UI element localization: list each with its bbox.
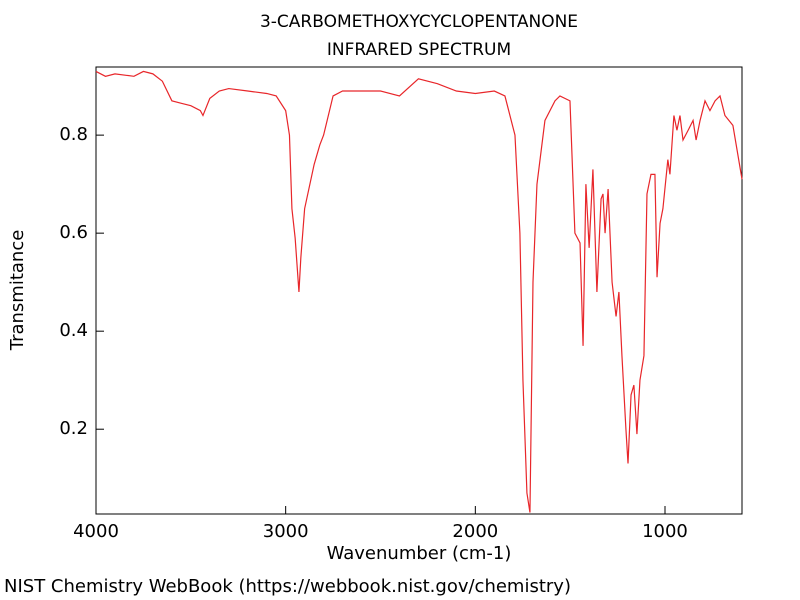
x-tick-label: 2000 [452, 521, 498, 542]
chart-title: 3-CARBOMETHOXYCYCLOPENTANONE [260, 12, 578, 32]
plot-frame [95, 66, 743, 515]
x-tick-label: 4000 [73, 521, 119, 542]
y-tick-label: 0.4 [59, 320, 88, 341]
spectrum-line [95, 70, 743, 513]
y-axis-label: Transmitance [7, 230, 28, 352]
y-tick-label: 0.6 [59, 222, 88, 243]
x-axis-label: Wavenumber (cm-1) [327, 543, 512, 564]
x-tick-label: 3000 [263, 521, 309, 542]
x-tick-label: 1000 [642, 521, 688, 542]
y-tick-label: 0.8 [59, 124, 88, 145]
y-tick-label: 0.2 [59, 418, 88, 439]
chart-subtitle: INFRARED SPECTRUM [327, 40, 511, 60]
source-note: NIST Chemistry WebBook (https://webbook.… [4, 576, 571, 597]
